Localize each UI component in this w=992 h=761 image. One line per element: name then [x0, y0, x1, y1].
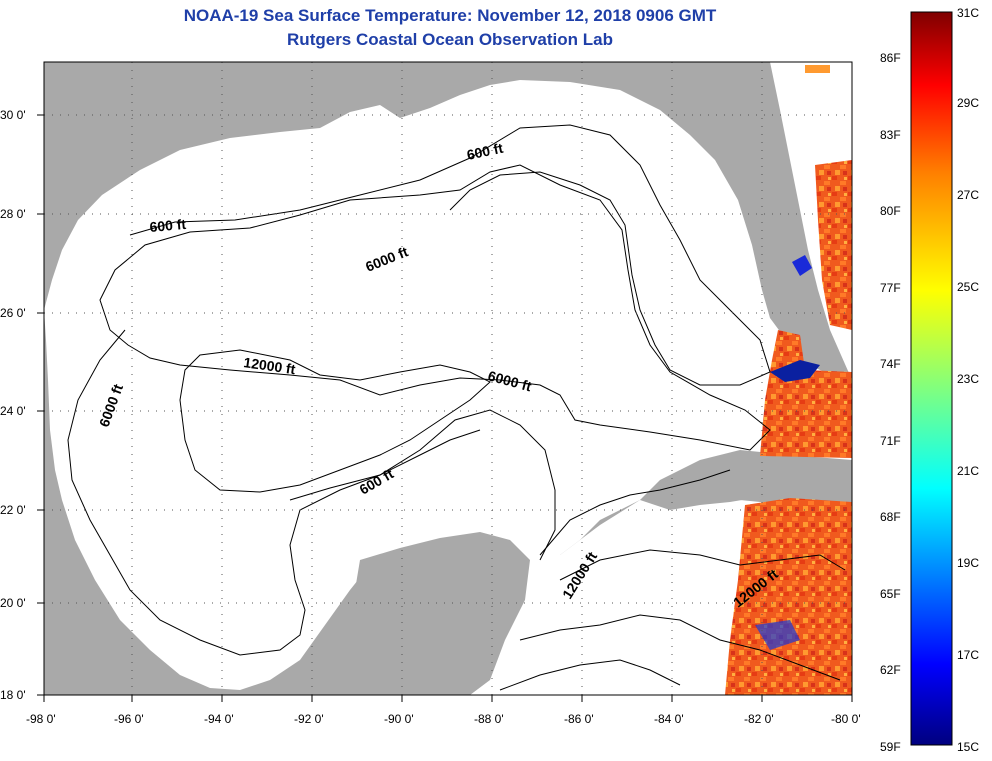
lon-label: -80 0': [831, 712, 861, 726]
colorbar-c-label: 23C: [957, 372, 979, 386]
lon-label: -82 0': [744, 712, 774, 726]
lon-label: -94 0': [204, 712, 234, 726]
colorbar-c-label: 31C: [957, 6, 979, 20]
contour-label-600ft-west: 600 ft: [149, 216, 187, 235]
colorbar-f-label: 65F: [880, 587, 901, 601]
sst-data-florida-strait: [760, 330, 852, 458]
lat-label: 24 0': [0, 404, 26, 418]
bathymetry-contours: [67, 124, 846, 691]
cuba-land: [640, 452, 852, 510]
sst-cold-patch-keys: [770, 360, 820, 382]
lat-label: 18 0': [0, 688, 26, 702]
colorbar-c-label: 29C: [957, 96, 979, 110]
colorbar-f-label: 59F: [880, 740, 901, 754]
contour-12000ft: [179, 349, 491, 493]
colorbar-celsius-labels: 31C 29C 27C 25C 23C 21C 19C 17C 15C: [957, 6, 979, 754]
colorbar-f-label: 77F: [880, 281, 901, 295]
contour-caribbean-shelf: [499, 659, 681, 691]
colorbar-c-label: 21C: [957, 464, 979, 478]
map-subtitle: Rutgers Coastal Ocean Observation Lab: [287, 30, 613, 49]
lon-label: -90 0': [384, 712, 414, 726]
lat-label: 20 0': [0, 596, 26, 610]
colorbar-c-label: 27C: [957, 188, 979, 202]
colorbar-c-label: 15C: [957, 740, 979, 754]
contour-label-12000ft-center: 12000 ft: [243, 354, 297, 377]
contour-12000ft-caribbean: [559, 549, 846, 581]
lon-label: -84 0': [654, 712, 684, 726]
contour-12000ft-channel: [539, 469, 731, 556]
lon-label: -88 0': [474, 712, 504, 726]
gulf-water: [44, 80, 852, 690]
colorbar-fahrenheit-labels: 86F 83F 80F 77F 74F 71F 68F 65F 62F 59F: [880, 51, 901, 754]
lat-label: 22 0': [0, 503, 26, 517]
sst-data-atlantic: [815, 160, 852, 330]
lon-label: -86 0': [564, 712, 594, 726]
colorbar-c-label: 17C: [957, 648, 979, 662]
lat-label: 26 0': [0, 306, 26, 320]
colorbar-c-label: 25C: [957, 280, 979, 294]
contour-600ft-yucatan: [289, 409, 556, 561]
tick-marks: [37, 114, 853, 702]
colorbar-f-label: 80F: [880, 204, 901, 218]
colorbar-f-label: 83F: [880, 128, 901, 142]
colorbar-c-label: 19C: [957, 556, 979, 570]
colorbar-f-label: 68F: [880, 510, 901, 524]
lat-label: 30 0': [0, 108, 26, 122]
lon-label: -96 0': [114, 712, 144, 726]
yucatan-land: [300, 532, 530, 695]
colorbar-f-label: 71F: [880, 434, 901, 448]
colorbar-f-label: 62F: [880, 663, 901, 677]
longitude-labels: -98 0' -96 0' -94 0' -92 0' -90 0' -88 0…: [26, 712, 861, 726]
latitude-labels: 30 0' 28 0' 26 0' 24 0' 22 0' 20 0' 18 0…: [0, 108, 26, 702]
sst-cold-patch-caribbean: [755, 620, 800, 650]
colorbar-gradient: [910, 11, 953, 746]
map-frame: [43, 61, 853, 696]
colorbar: 86F 83F 80F 77F 74F 71F 68F 65F 62F 59F …: [880, 6, 979, 754]
contour-6000ft-west: [67, 329, 481, 656]
contour-caribbean-deep: [519, 614, 841, 681]
contour-6000ft: [99, 164, 771, 451]
lon-label: -92 0': [294, 712, 324, 726]
sst-data-patch: [805, 65, 830, 73]
map-title: NOAA-19 Sea Surface Temperature: Novembe…: [183, 6, 717, 25]
colorbar-f-label: 74F: [880, 357, 901, 371]
colorbar-f-label: 86F: [880, 51, 901, 65]
contour-600ft-shelf: [129, 124, 771, 386]
lat-label: 28 0': [0, 207, 26, 221]
sst-cold-patch: [792, 255, 812, 276]
lon-label: -98 0': [26, 712, 56, 726]
sst-data-caribbean: [725, 498, 852, 695]
map-area: 600 ft 600 ft 6000 ft 6000 ft 12000 ft 6…: [44, 62, 852, 695]
contour-label-600ft-north: 600 ft: [465, 140, 504, 163]
